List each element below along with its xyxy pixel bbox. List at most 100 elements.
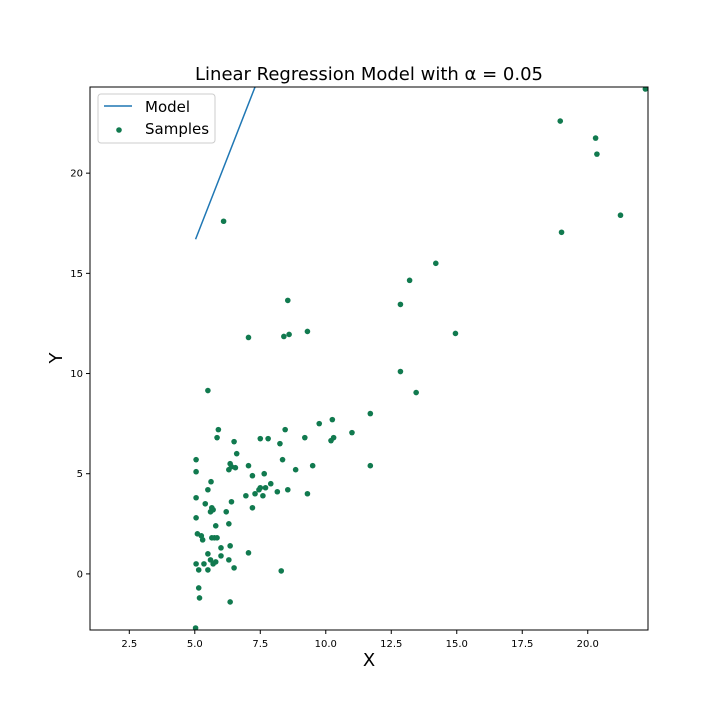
sample-point xyxy=(406,277,413,284)
sample-point xyxy=(226,521,232,527)
sample-point xyxy=(218,545,224,551)
sample-point xyxy=(193,561,199,567)
sample-point xyxy=(205,551,211,557)
sample-point xyxy=(260,492,266,499)
sample-point xyxy=(642,87,648,92)
x-axis: 2.5 5.0 7.5 10.0 12.5 15.0 17.5 20.0 xyxy=(121,630,599,650)
sample-point xyxy=(218,553,224,559)
sample-point xyxy=(262,484,269,491)
sample-point xyxy=(245,462,252,469)
x-tick-label: 20.0 xyxy=(577,639,599,650)
x-axis-label: X xyxy=(363,650,375,671)
sample-point xyxy=(367,410,374,417)
sample-point xyxy=(245,334,252,341)
x-tick-label: 7.5 xyxy=(252,639,268,650)
sample-point xyxy=(196,595,203,601)
sample-point xyxy=(397,301,404,308)
sample-point xyxy=(433,260,439,267)
sample-point xyxy=(592,135,599,141)
plot-area xyxy=(89,86,649,631)
sample-point xyxy=(261,470,268,477)
sample-point xyxy=(304,490,311,497)
sample-point xyxy=(277,440,283,447)
plot-frame xyxy=(89,86,649,631)
y-tick-label: 15 xyxy=(70,269,83,280)
sample-point xyxy=(212,559,219,565)
sample-point xyxy=(282,426,288,433)
sample-point xyxy=(195,567,202,573)
sample-point xyxy=(267,480,274,487)
sample-point xyxy=(252,490,258,497)
sample-point xyxy=(208,478,214,485)
sample-point xyxy=(215,426,222,433)
sample-point xyxy=(286,331,292,338)
sample-point xyxy=(227,599,233,605)
sample-point xyxy=(316,420,323,427)
sample-point xyxy=(232,464,239,471)
sample-point xyxy=(329,416,336,423)
sample-point xyxy=(304,328,311,335)
x-tick-label: 10.0 xyxy=(315,639,337,650)
y-tick-label: 20 xyxy=(70,169,83,180)
sample-point xyxy=(231,438,237,445)
sample-point xyxy=(205,486,211,493)
sample-point xyxy=(192,625,199,630)
sample-point xyxy=(233,450,240,457)
sample-point xyxy=(302,434,308,441)
x-tick-label: 17.5 xyxy=(511,639,533,650)
sample-point xyxy=(212,523,219,529)
legend-label-model: Model xyxy=(145,98,190,116)
legend-label-samples: Samples xyxy=(145,120,209,138)
sample-point xyxy=(220,218,227,225)
sample-point xyxy=(199,537,206,543)
legend: Model Samples xyxy=(97,93,216,144)
y-tick-label: 5 xyxy=(77,469,83,480)
sample-point xyxy=(195,585,202,591)
sample-point xyxy=(557,118,564,124)
sample-point xyxy=(226,557,232,563)
sample-point xyxy=(193,494,199,501)
sample-point xyxy=(594,151,600,157)
chart-title: Linear Regression Model with α = 0.05 xyxy=(195,64,543,85)
sample-point xyxy=(249,472,256,479)
sample-point xyxy=(274,488,281,495)
x-tick-label: 12.5 xyxy=(380,639,402,650)
model-line xyxy=(194,87,256,240)
sample-point xyxy=(227,543,233,549)
sample-point xyxy=(249,504,256,511)
x-tick-label: 5.0 xyxy=(187,639,203,650)
y-axis-label: Y xyxy=(46,352,67,365)
sample-point xyxy=(558,229,565,236)
sample-point xyxy=(367,462,374,469)
sample-point xyxy=(228,498,235,505)
sample-point xyxy=(223,508,230,515)
sample-point xyxy=(201,561,207,567)
sample-point xyxy=(243,492,249,499)
sample-point xyxy=(257,435,264,442)
sample-point xyxy=(281,333,287,340)
sample-point xyxy=(227,460,233,467)
sample-point xyxy=(245,550,252,556)
sample-point xyxy=(193,514,199,521)
sample-point xyxy=(205,387,211,394)
sample-point xyxy=(205,567,211,573)
x-tick-label: 15.0 xyxy=(446,639,468,650)
sample-point xyxy=(193,456,199,463)
sample-point xyxy=(452,330,459,337)
sample-point xyxy=(231,565,237,571)
sample-point xyxy=(397,368,404,375)
sample-point xyxy=(257,484,264,491)
legend-swatch-samples xyxy=(116,127,122,133)
sample-point xyxy=(617,212,624,219)
sample-point xyxy=(193,468,199,475)
sample-point xyxy=(279,456,286,463)
sample-point xyxy=(330,434,337,441)
sample-point xyxy=(292,466,299,473)
sample-point xyxy=(210,506,216,513)
sample-point xyxy=(349,429,355,436)
sample-point xyxy=(207,557,214,563)
sample-point xyxy=(278,568,285,574)
sample-point xyxy=(284,297,291,304)
sample-point xyxy=(214,535,220,541)
